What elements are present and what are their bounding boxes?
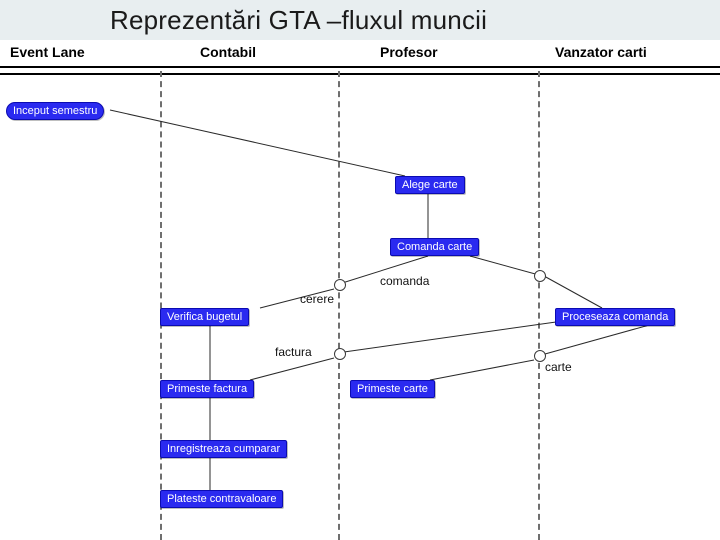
edges-layer (0, 40, 720, 540)
lane-header: Event Lane (10, 44, 85, 60)
node-primeste-carte: Primeste carte (350, 380, 435, 398)
node-inregistreaza: Inregistreaza cumparar (160, 440, 287, 458)
node-alege-carte: Alege carte (395, 176, 465, 194)
node-plateste: Plateste contravaloare (160, 490, 283, 508)
port-factura (334, 348, 346, 360)
event-start: Inceput semestru (6, 102, 104, 120)
lane-divider (160, 71, 162, 540)
page-title: Reprezentări GTA –fluxul muncii (110, 5, 487, 36)
lane-divider (538, 71, 540, 540)
lane-header: Contabil (200, 44, 256, 60)
lane-divider (338, 71, 340, 540)
diagram-canvas: Event Lane Contabil Profesor Vanzator ca… (0, 40, 720, 540)
node-comanda-carte: Comanda carte (390, 238, 479, 256)
port-comanda (534, 270, 546, 282)
label-cerere: cerere (300, 292, 334, 306)
node-verifica-bugetul: Verifica bugetul (160, 308, 249, 326)
label-factura: factura (275, 345, 312, 359)
node-proceseaza-comanda: Proceseaza comanda (555, 308, 675, 326)
label-carte: carte (545, 360, 572, 374)
label-comanda: comanda (380, 274, 429, 288)
lane-header: Profesor (380, 44, 438, 60)
header-divider (0, 66, 720, 75)
node-primeste-factura: Primeste factura (160, 380, 254, 398)
port-cerere (334, 279, 346, 291)
lane-header: Vanzator carti (555, 44, 647, 60)
